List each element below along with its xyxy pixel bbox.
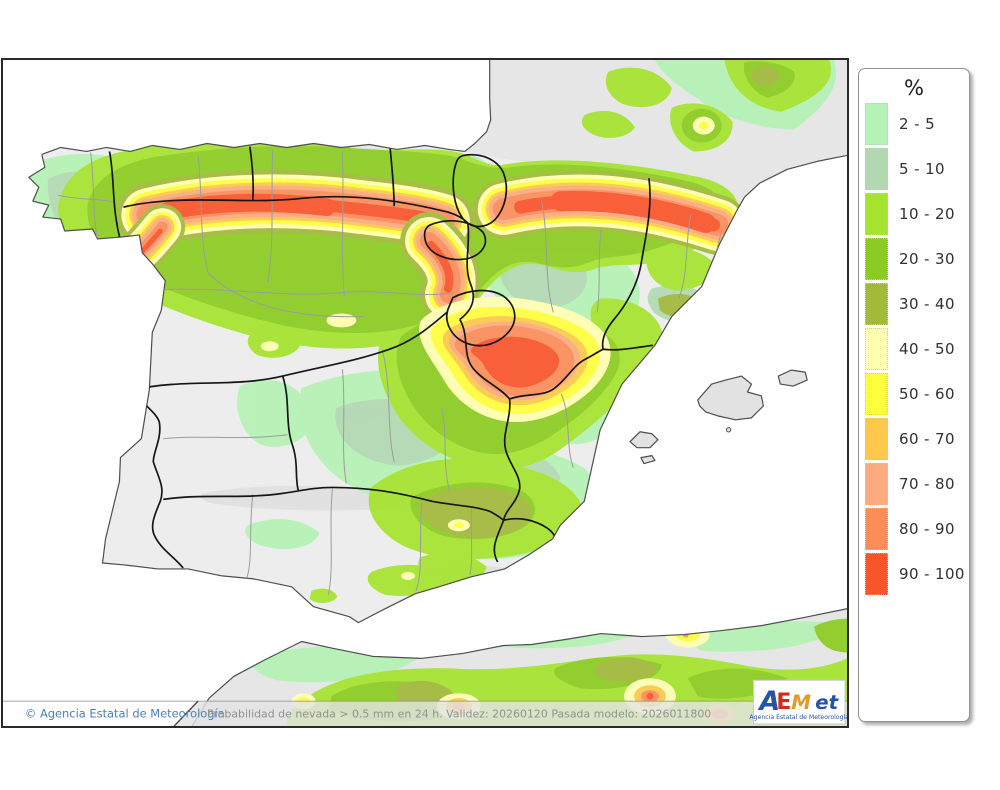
legend-swatch (865, 552, 888, 595)
legend-label: 80 - 90 (899, 519, 955, 538)
legend-row: 30 - 40 (859, 281, 969, 326)
legend-swatch (865, 417, 888, 460)
legend-label: 60 - 70 (899, 429, 955, 448)
legend-row: 2 - 5 (859, 101, 969, 146)
bottom-bar: © Agencia Estatal de Meteorología Probab… (3, 700, 847, 726)
legend-row: 40 - 50 (859, 326, 969, 371)
legend-swatch (865, 372, 888, 415)
formentera-island (640, 455, 655, 464)
legend-label: 40 - 50 (899, 339, 955, 358)
legend-swatch (865, 462, 888, 505)
teruel-blob (419, 297, 611, 423)
legend-row: 70 - 80 (859, 461, 969, 506)
demanda-band (400, 212, 481, 324)
ibiza-island (630, 431, 658, 448)
attribution-text: © Agencia Estatal de Meteorología (25, 707, 225, 721)
legend-label: 70 - 80 (899, 474, 955, 493)
legend-swatch (865, 192, 888, 235)
region-borders (96, 146, 654, 569)
legend-label: 50 - 60 (899, 384, 955, 403)
legend-swatch (865, 282, 888, 325)
logo-caption: Agencia Estatal de Meteorología (749, 713, 847, 721)
map-frame: © Agencia Estatal de Meteorología Probab… (1, 58, 849, 728)
legend-label: 5 - 10 (899, 159, 945, 178)
logo-letter-e: E (776, 690, 791, 715)
legend-swatch (865, 327, 888, 370)
snow-probability-map: © Agencia Estatal de Meteorología Probab… (3, 60, 847, 726)
bar-divider (173, 700, 199, 726)
legend-row: 5 - 10 (859, 146, 969, 191)
legend-row: 80 - 90 (859, 506, 969, 551)
legend-swatch (865, 147, 888, 190)
legend-swatch (865, 102, 888, 145)
legend-swatch (865, 237, 888, 280)
aemet-logo: A E M et Agencia Estatal de Meteorología (749, 679, 847, 725)
mallorca-island (697, 376, 764, 420)
legend-row: 60 - 70 (859, 416, 969, 461)
province-borders (57, 150, 722, 595)
pyrenees-band (473, 170, 748, 255)
legend-label: 2 - 5 (899, 114, 936, 133)
legend-row: 10 - 20 (859, 191, 969, 236)
cantabrian-band (116, 169, 475, 253)
cabrera-island (725, 427, 732, 433)
legend-row: 90 - 100 (859, 551, 969, 596)
product-strip-bg (174, 701, 847, 726)
menorca-island (778, 370, 808, 387)
legend-label: 90 - 100 (899, 564, 965, 583)
logo-letter-m: M (791, 691, 811, 714)
legend-title: % (904, 76, 924, 100)
logo-letters-et: et (815, 691, 839, 714)
product-text: Probabilidad de nevada > 0.5 mm en 24 h.… (207, 708, 711, 721)
legend-row: 20 - 30 (859, 236, 969, 281)
legend-swatch (865, 507, 888, 550)
legend-row: 50 - 60 (859, 371, 969, 416)
legend-label: 10 - 20 (899, 204, 955, 223)
legend-label: 20 - 30 (899, 249, 955, 268)
legend-panel: % 2 - 5 5 - 10 10 - 20 20 - 30 30 - 40 4… (858, 68, 970, 722)
legend-label: 30 - 40 (899, 294, 955, 313)
coastlines (28, 60, 847, 726)
attribution-bg (3, 701, 199, 726)
logo-letter-a: A (757, 686, 780, 717)
